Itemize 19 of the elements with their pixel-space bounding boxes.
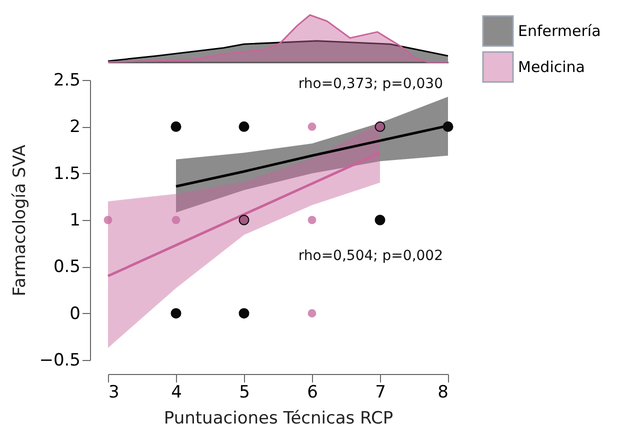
y-tick-label: 2.5 <box>53 70 80 90</box>
y-tick-label: −0.5 <box>39 350 80 370</box>
x-tick-label: 5 <box>239 382 250 402</box>
y-tick-label: 0.5 <box>53 257 80 278</box>
y-tick-label: 1.5 <box>53 164 80 184</box>
legend-label: Medicina <box>518 58 585 76</box>
x-tick-label: 3 <box>108 382 120 402</box>
y-tick-label: 0 <box>70 304 80 324</box>
x-tick-label: 8 <box>438 382 448 402</box>
legend-label: Enfermería <box>518 22 601 40</box>
x-axis-title: Puntuaciones Técnicas RCP <box>164 408 394 428</box>
x-tick-label: 7 <box>375 382 386 402</box>
annotation: rho=0,373; p=0,030 <box>298 76 443 92</box>
y-tick-label: 2 <box>70 117 80 138</box>
y-tick-label: 1 <box>70 210 80 230</box>
x-tick-label: 6 <box>307 382 318 402</box>
annotation: rho=0,504; p=0,002 <box>298 248 443 264</box>
y-axis-title: Farmacología SVA <box>10 144 30 296</box>
x-tick-label: 4 <box>171 382 182 402</box>
